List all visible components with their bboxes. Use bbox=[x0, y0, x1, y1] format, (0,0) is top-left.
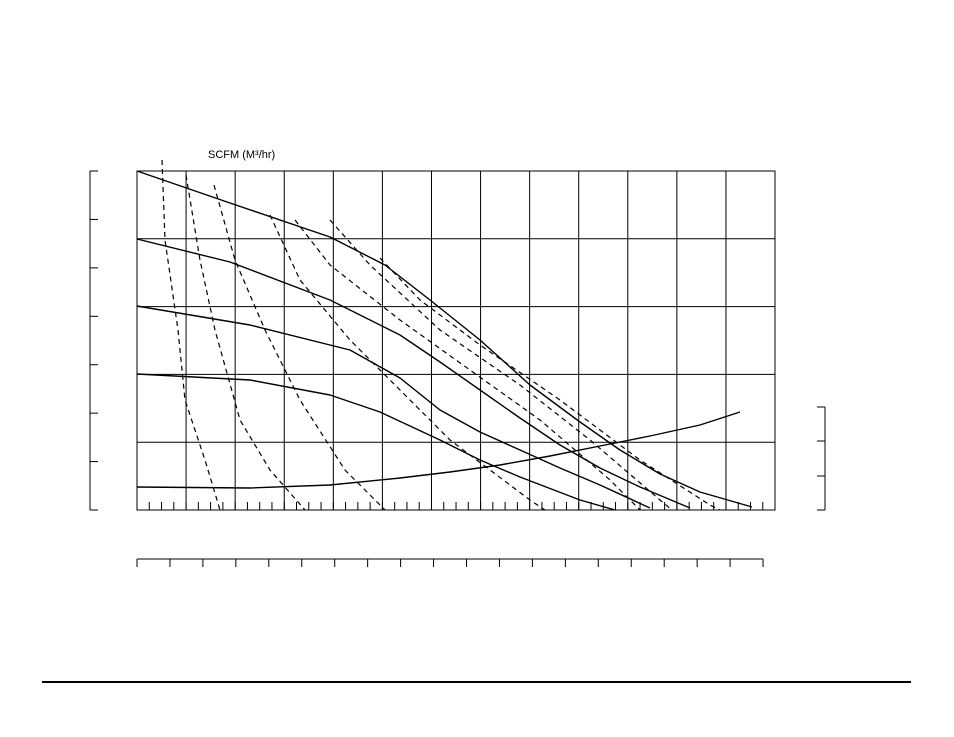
air-curve bbox=[185, 174, 306, 511]
air-curve bbox=[379, 257, 721, 511]
air-curve bbox=[161, 159, 221, 511]
head-curve bbox=[136, 170, 753, 508]
ticks bbox=[90, 170, 825, 567]
air-curve bbox=[294, 219, 641, 511]
flow-axis-label: SCFM (M³/hr) bbox=[208, 149, 275, 161]
head-curve bbox=[136, 373, 616, 511]
head-curve bbox=[136, 238, 691, 509]
air-curve bbox=[269, 214, 546, 511]
air-curve bbox=[213, 184, 386, 511]
power-curve bbox=[136, 411, 741, 489]
air-curve bbox=[329, 219, 673, 511]
head-curve bbox=[136, 305, 651, 509]
